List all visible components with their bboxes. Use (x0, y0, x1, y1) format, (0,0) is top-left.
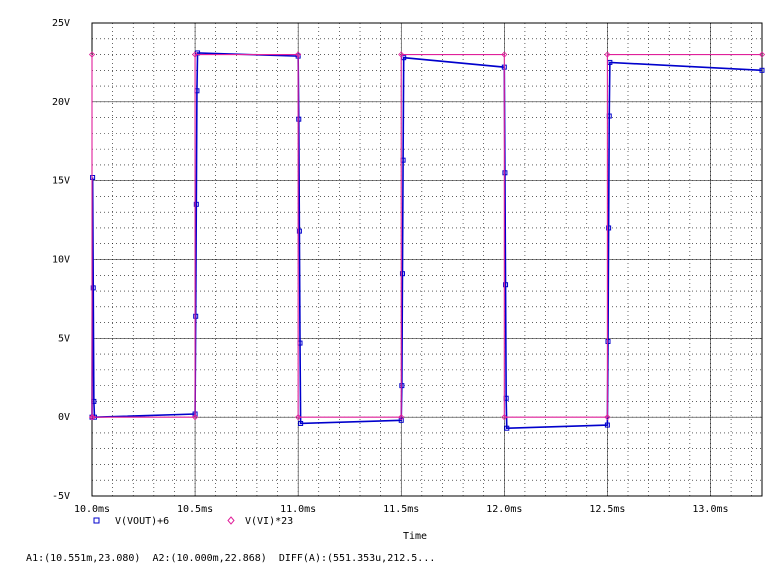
y-tick-label: 10V (52, 255, 70, 266)
y-tick-label: 25V (52, 18, 70, 29)
data-point (193, 201, 199, 207)
plot-grid (91, 22, 762, 497)
data-point (501, 414, 508, 421)
data-point (192, 51, 199, 58)
data-point (604, 51, 611, 58)
series-line (91, 52, 763, 430)
data-point (503, 282, 509, 288)
x-axis-ticks: 10.0ms 10.5ms 11.0ms 11.5ms 12.0ms 12.5ms 13.0… (74, 504, 729, 515)
series-line (91, 53, 762, 418)
x-axis-label: Time (403, 531, 427, 542)
data-point (90, 285, 96, 291)
data-point (501, 51, 508, 58)
data-point (399, 271, 405, 277)
data-point (89, 414, 96, 421)
y-tick-label: 5V (58, 333, 70, 344)
data-point (295, 51, 302, 58)
x-tick-label: 12.0ms (486, 504, 522, 515)
x-tick-label: 10.0ms (74, 504, 110, 515)
y-tick-label: 15V (52, 176, 70, 187)
data-point (604, 414, 611, 421)
data-point (88, 414, 96, 421)
data-point (88, 51, 96, 58)
cursor-readout: A1:(10.551m,23.080) A2:(10.000m,22.868) DI… (14, 542, 447, 564)
data-point (759, 67, 765, 73)
data-point (606, 225, 612, 231)
data-point (504, 425, 510, 431)
data-point (604, 422, 610, 428)
legend-label-vi: V(VI)*23 (245, 516, 293, 527)
data-point (758, 51, 766, 58)
data-point (399, 383, 405, 389)
y-axis-ticks: -5V 0V 5V 10V 15V 20V 25V (52, 18, 70, 502)
cursor-diff: DIFF(A):(551.353u,212.5... (278, 553, 436, 564)
legend-label-vout: V(VOUT)+6 (115, 516, 169, 527)
y-tick-label: 20V (52, 97, 70, 108)
data-point (502, 170, 508, 176)
x-tick-label: 12.5ms (589, 504, 625, 515)
cursor-a1: A1:(10.551m,23.080) (26, 553, 141, 564)
data-point (398, 414, 405, 421)
data-point (295, 414, 302, 421)
cursor-a2: A2:(10.000m,22.868) (152, 553, 267, 564)
data-point (193, 313, 199, 319)
x-tick-label: 13.0ms (692, 504, 728, 515)
data-point (296, 116, 302, 122)
x-tick-label: 10.5ms (177, 504, 213, 515)
data-point (192, 414, 199, 421)
legend-item-vi[interactable]: V(VI)*23 (227, 516, 293, 527)
data-point (296, 228, 302, 234)
data-point (398, 51, 405, 58)
data-point (398, 417, 404, 423)
data-point (605, 338, 611, 344)
legend-marker-diamond (227, 516, 235, 525)
x-tick-label: 11.0ms (280, 504, 316, 515)
legend-item-vout[interactable]: V(VOUT)+6 (93, 516, 169, 527)
legend-marker-square (93, 517, 100, 524)
data-point (298, 420, 304, 426)
series-layer (88, 50, 766, 431)
x-tick-label: 11.5ms (383, 504, 419, 515)
y-tick-label: 0V (58, 412, 70, 423)
series-vout (89, 50, 765, 431)
series-vi (88, 51, 766, 421)
legend: V(VOUT)+6 V(VI)*23 (93, 516, 293, 527)
data-point (90, 175, 96, 181)
y-tick-label: -5V (52, 491, 70, 502)
